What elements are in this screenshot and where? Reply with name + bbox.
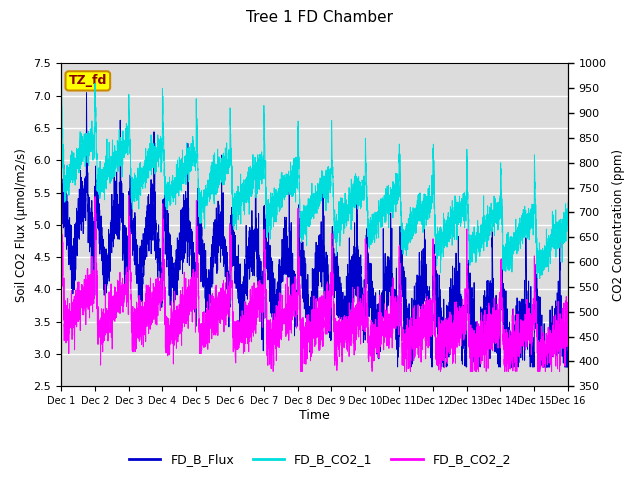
Text: TZ_fd: TZ_fd	[68, 74, 107, 87]
Y-axis label: Soil CO2 Flux (μmol/m2/s): Soil CO2 Flux (μmol/m2/s)	[15, 148, 28, 302]
Text: Tree 1 FD Chamber: Tree 1 FD Chamber	[246, 10, 394, 24]
X-axis label: Time: Time	[299, 409, 330, 422]
Y-axis label: CO2 Concentration (ppm): CO2 Concentration (ppm)	[612, 149, 625, 301]
Legend: FD_B_Flux, FD_B_CO2_1, FD_B_CO2_2: FD_B_Flux, FD_B_CO2_1, FD_B_CO2_2	[124, 448, 516, 471]
